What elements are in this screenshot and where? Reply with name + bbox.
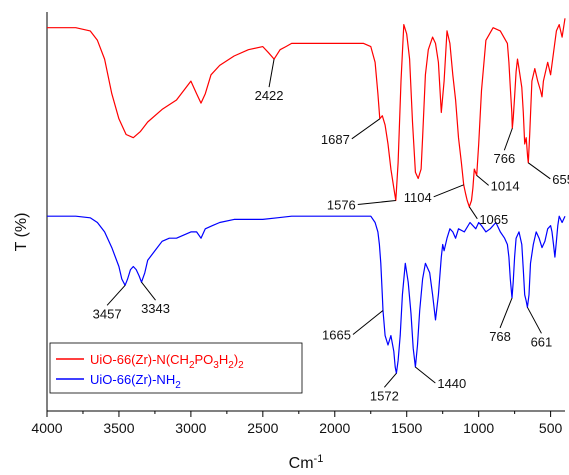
legend-label-2: UiO-66(Zr)-NH2 (90, 372, 181, 391)
peak-label: 1014 (491, 178, 520, 193)
peak-label: 3343 (141, 301, 170, 316)
annotation-leader (383, 372, 397, 388)
legend-text-part: 2 (238, 360, 244, 371)
legend-text-part: UiO-66(Zr)-N(CH (90, 352, 189, 367)
x-axis-title: Cm-1 (289, 453, 324, 472)
peak-label: 766 (493, 151, 515, 166)
annotation-leader (415, 366, 436, 384)
x-tick-label: 2000 (319, 420, 350, 436)
legend-text-part: 2 (175, 380, 181, 391)
peak-label: 1065 (479, 212, 508, 227)
legend-text-part: 2 (228, 360, 234, 371)
peak-label: 1665 (322, 327, 351, 342)
x-tick-label: 2500 (247, 420, 278, 436)
annotation-leader (268, 59, 275, 88)
peak-label: 1440 (437, 376, 466, 391)
legend-text-part: 2 (189, 360, 195, 371)
peak-label: 1572 (370, 388, 399, 403)
annotation-leader (527, 307, 542, 334)
annotation-leader (476, 174, 489, 186)
annotation-leader (352, 310, 384, 335)
x-tick-label: 1000 (463, 420, 494, 436)
annotation-leader (141, 281, 156, 301)
peak-label: 655 (552, 172, 569, 187)
peak-label: 1576 (327, 198, 356, 213)
legend-text-part: UiO-66(Zr)-NH (90, 372, 175, 387)
annotation-leader (351, 118, 381, 140)
annotation-leader (357, 200, 396, 206)
legend-box (49, 342, 303, 394)
annotation-layer: 2422 1687 766 655 1014 1576 1104 1065 3457 3343 76… (93, 59, 569, 403)
series-line-2 (47, 215, 566, 374)
legend-label-1: UiO-66(Zr)-N(CH2PO3H2)2 (90, 352, 244, 371)
annotation-leader (528, 162, 551, 180)
x-tick-label: 500 (539, 420, 563, 436)
peak-label: 768 (489, 329, 511, 344)
annotation-leader (503, 128, 513, 151)
y-axis-title: T (%) (13, 213, 30, 252)
peak-label: 3457 (93, 306, 122, 321)
x-tick-label: 1500 (391, 420, 422, 436)
series-line-1 (47, 18, 566, 208)
annotation-leader (499, 297, 513, 329)
peak-label: 661 (531, 334, 553, 349)
peak-label: 2422 (255, 88, 284, 103)
annotation-leader (433, 184, 464, 198)
legend-text-part: PO (195, 352, 214, 367)
annotation-leader (106, 284, 126, 306)
x-tick-label: 4000 (31, 420, 62, 436)
x-tick-label: 3000 (175, 420, 206, 436)
legend-text-part: H (219, 352, 228, 367)
series-layer (47, 18, 566, 374)
x-axis-title-base: Cm (289, 455, 314, 472)
x-tick-label: 3500 (103, 420, 134, 436)
legend-text-part: ) (234, 352, 238, 367)
peak-label: 1104 (404, 190, 432, 205)
legend-text-part: 3 (213, 360, 219, 371)
x-axis-title-sup: -1 (314, 453, 324, 465)
x-tick-layer: 4000 3500 3000 2500 2000 1500 1000 500 (31, 411, 563, 436)
peak-label: 1687 (321, 132, 350, 147)
annotation-leader (468, 206, 478, 220)
